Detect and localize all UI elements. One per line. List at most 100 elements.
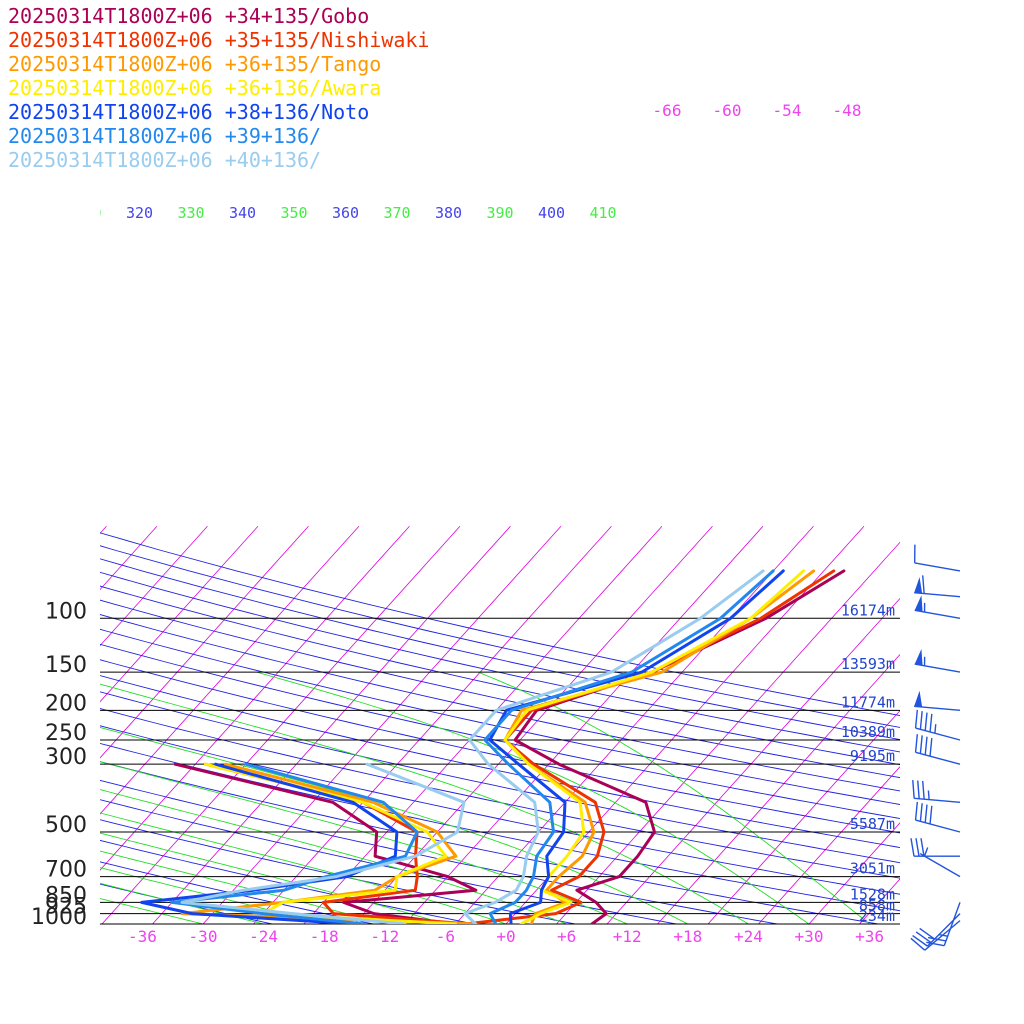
dry-adiabat-line: [100, 799, 677, 924]
dry-adiabat-line: [100, 779, 778, 924]
profile-5-temperature-line: [488, 569, 785, 924]
wind-barb-200: [914, 690, 961, 711]
theta-label-310: 310: [74, 204, 101, 222]
dry-adiabat-line: [100, 725, 900, 895]
isotherm-line: [657, 653, 900, 924]
pressure-label-700: 700: [45, 858, 87, 883]
wind-barb-150: [914, 649, 961, 673]
isotherm-line: [556, 541, 900, 924]
wind-barb-400: [912, 780, 961, 803]
isotherm-line: [101, 526, 461, 924]
height-label-300: 9195m: [850, 747, 895, 765]
legend-entry-3: 20250314T1800Z+06 +36+135/Tango: [8, 52, 381, 76]
isotherm-line: [758, 766, 900, 924]
x-tick-label-12: +12: [613, 927, 642, 946]
pressure-label-925: 925: [45, 895, 87, 920]
dry-adiabat-line: [100, 659, 900, 834]
upper-temp-label-66: -66: [653, 101, 682, 120]
wind-barb-700: [919, 847, 961, 878]
height-label-500: 5587m: [850, 815, 895, 833]
height-label-100: 16174m: [841, 601, 895, 619]
profile-4-temperature-line: [503, 569, 805, 924]
height-label-150: 13593m: [841, 655, 895, 673]
x-tick-label-12: -12: [370, 927, 399, 946]
legend-entry-7: 20250314T1800Z+06 +40+136/: [8, 148, 321, 172]
height-label-200: 11774m: [841, 693, 895, 711]
pressure-label-250: 250: [45, 721, 87, 746]
upper-temp-label-48: -48: [833, 101, 862, 120]
dry-adiabat-line: [100, 691, 900, 864]
dry-adiabat-line: [100, 819, 576, 924]
sounding-profiles: [140, 569, 846, 924]
upper-temp-label-54: -54: [773, 101, 802, 120]
isotherm-line: [606, 597, 900, 924]
dry-adiabat-line: [100, 571, 900, 753]
wind-barb-85: [914, 575, 961, 598]
isotherm-line: [100, 526, 208, 647]
isotherm-line: [0, 526, 5, 924]
height-label-250: 10389m: [841, 723, 895, 741]
theta-label-350: 350: [280, 204, 307, 222]
moist-adiabat-line: [100, 832, 446, 924]
pressure-label-300: 300: [45, 745, 87, 770]
profile-6-temperature-line: [483, 569, 775, 924]
pressure-label-850: 850: [45, 883, 87, 908]
theta-label-390: 390: [486, 204, 513, 222]
isotherm-line: [404, 526, 764, 924]
isotherm-line: [910, 526, 1024, 924]
dry-adiabat-line: [100, 614, 900, 792]
dry-adiabat-line: [100, 599, 900, 779]
upper-temperature-labels: -66 -60 -54 -48: [653, 101, 862, 120]
isotherm-line: [100, 526, 259, 703]
temperature-axis: -36 -30 -24 -18 -12 -6 +0 +6 +12 +18 +24 +30 +36: [128, 927, 884, 946]
legend-entry-4: 20250314T1800Z+06 +36+136/Awara: [8, 76, 381, 100]
legend-entry-1: 20250314T1800Z+06 +34+135/Gobo: [8, 4, 369, 28]
dry-adiabat-line: [100, 861, 374, 924]
profile-5-dewpoint-line: [140, 762, 399, 924]
x-tick-label-6: -6: [436, 927, 455, 946]
wind-barb-500: [914, 801, 961, 833]
pressure-label-1000: 1000: [31, 905, 87, 930]
wind-barbs: [910, 544, 961, 951]
dry-adiabat-line: [100, 883, 273, 924]
moist-adiabat-line: [100, 812, 507, 924]
dry-adiabat-line: [100, 675, 900, 849]
moist-adiabat-line: [100, 726, 689, 924]
theta-label-380: 380: [435, 204, 462, 222]
isotherm-line: [455, 526, 814, 924]
moist-adiabat-line: [100, 850, 385, 924]
x-tick-label-24: +24: [734, 927, 763, 946]
x-tick-label-36: +36: [855, 927, 884, 946]
wind-barb-600: [910, 838, 960, 857]
wind-barb-925: [912, 913, 961, 947]
theta-label-330: 330: [177, 204, 204, 222]
theta-label-340: 340: [229, 204, 256, 222]
legend: 20250314T1800Z+06 +34+135/Gobo20250314T1…: [8, 4, 429, 172]
dry-adiabat-line: [100, 545, 900, 728]
x-tick-label-36: -36: [128, 927, 157, 946]
dry-adiabat-line: [100, 643, 900, 819]
profile-7-dewpoint-line: [180, 762, 466, 924]
wind-barb-850: [926, 902, 961, 947]
legend-entry-2: 20250314T1800Z+06 +35+135/Nishiwaki: [8, 28, 429, 52]
profile-2-temperature-line: [464, 569, 836, 924]
dry-adiabat-line: [100, 761, 879, 924]
theta-label-360: 360: [332, 204, 359, 222]
theta-label-320: 320: [126, 204, 153, 222]
isotherm-line: [152, 526, 511, 924]
wind-barb-300: [914, 734, 961, 765]
theta-labels: 310 320 330 340 350 360 370 380 390 400 410: [74, 204, 617, 222]
isotherm-line: [961, 526, 1024, 924]
wind-barb-250: [914, 709, 961, 741]
x-tick-label-30: -30: [189, 927, 218, 946]
height-label-925: 858m: [859, 897, 895, 915]
upper-temp-label-60: -60: [713, 101, 742, 120]
profile-7-temperature-line: [463, 569, 765, 924]
wind-barb-100: [914, 595, 961, 619]
isotherm-line: [1011, 526, 1024, 924]
isotherm-line: [202, 526, 562, 924]
isobars: [100, 617, 900, 925]
x-tick-label-30: +30: [795, 927, 824, 946]
